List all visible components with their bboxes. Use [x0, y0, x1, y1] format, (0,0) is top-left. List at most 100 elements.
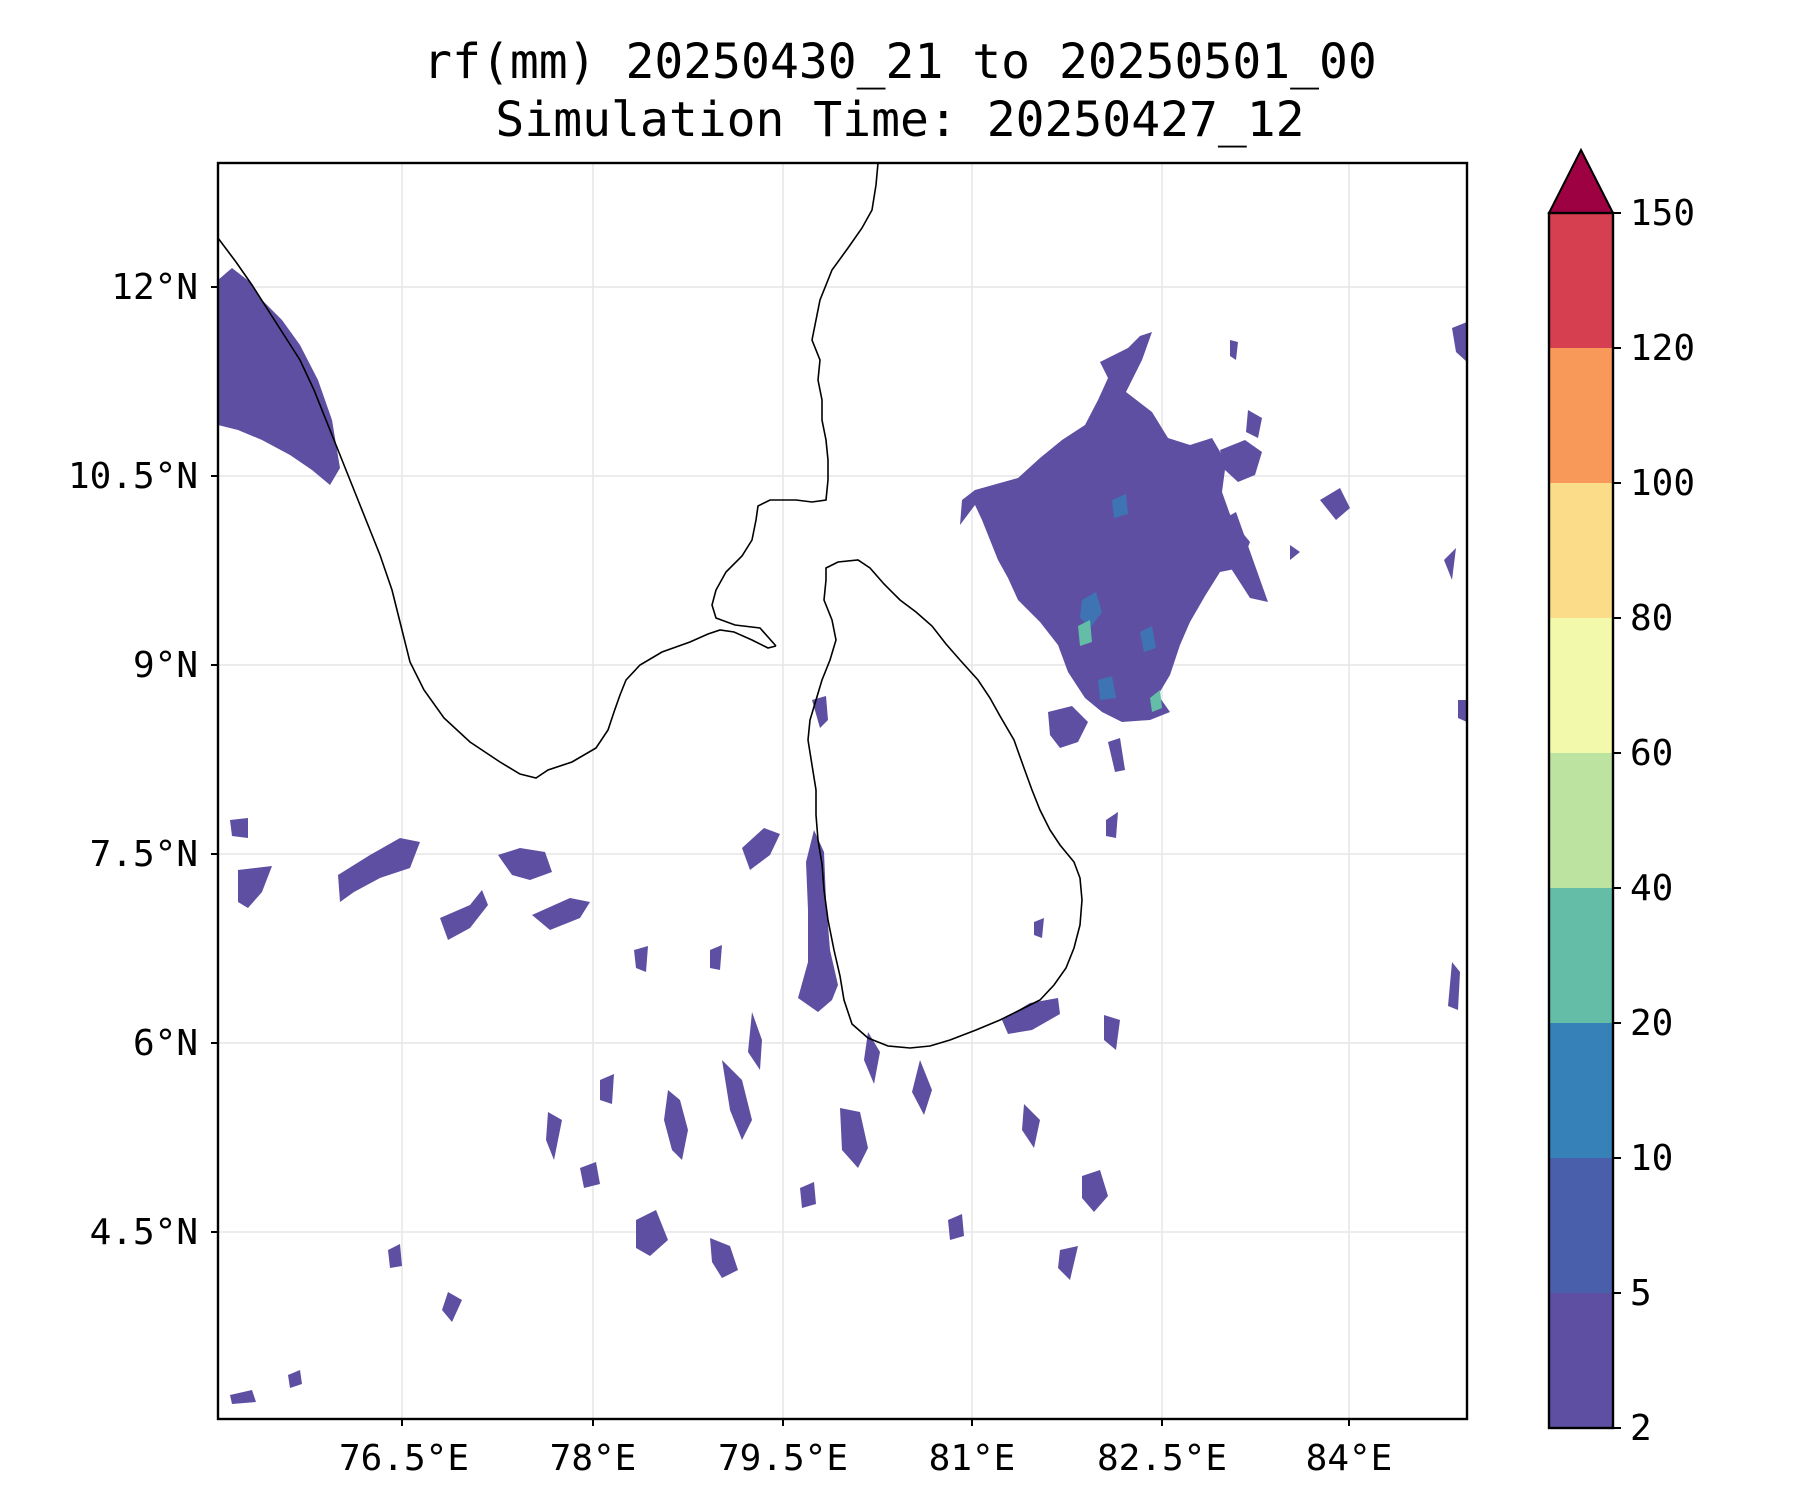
colorbar-label-8: 100 — [1630, 463, 1695, 504]
rain-patch-srilanka-west — [798, 830, 838, 1012]
rain-patch-east-12 — [1458, 700, 1467, 722]
rain-patch-s11 — [912, 1060, 932, 1115]
rain-patch-s18 — [580, 1162, 600, 1188]
lon-tick-label-3: 79.5°E — [718, 1438, 848, 1479]
rain-patch-east-11 — [1444, 548, 1456, 580]
rain-patch-east-6 — [1220, 440, 1262, 482]
colorbar-label-5: 40 — [1630, 868, 1673, 909]
colorbar-segment-7 — [1549, 483, 1613, 618]
colorbar-segment-1 — [1549, 1293, 1613, 1428]
rain-patch-s14 — [442, 1292, 462, 1322]
colorbar-label-3: 10 — [1630, 1138, 1673, 1179]
colorbar-segment-3 — [1549, 1023, 1613, 1158]
rain-patch-sw-band-2 — [338, 838, 420, 902]
lat-tick-labels: 12°N 10.5°N 9°N 7.5°N 6°N 4.5°N — [68, 267, 198, 1253]
colorbar-label-2: 5 — [1630, 1273, 1652, 1314]
lon-tick-label-1: 76.5°E — [339, 1438, 469, 1479]
rain-patch-s15 — [230, 1390, 256, 1404]
rain-patch-s16 — [288, 1370, 302, 1388]
lon-tick-labels: 76.5°E 78°E 79.5°E 81°E 82.5°E 84°E — [339, 1438, 1392, 1479]
map-gridlines — [218, 163, 1467, 1419]
rain-patch-s1 — [664, 1090, 688, 1160]
map-title-line2: Simulation Time: 20250427_12 — [495, 92, 1305, 148]
colorbar-segment-8 — [1549, 348, 1613, 483]
rain-patch-sw-band-4 — [532, 898, 590, 930]
lon-tick-label-5: 82.5°E — [1097, 1438, 1227, 1479]
rain-patch-sw-band-5 — [440, 890, 488, 940]
lon-tick-label-6: 84°E — [1306, 1438, 1393, 1479]
rain-core-4 — [1112, 494, 1128, 518]
colorbar: 2 5 10 20 40 60 80 100 120 150 — [1547, 147, 1695, 1449]
coastline-india-east — [711, 163, 879, 647]
rain-patch-west-coast — [218, 268, 340, 485]
rain-core-3 — [1140, 626, 1156, 652]
colorbar-segment-5 — [1549, 753, 1613, 888]
rain-patch-s24 — [948, 1214, 964, 1240]
rain-patch-s10 — [1104, 1015, 1120, 1050]
rain-patch-sw-band-6 — [742, 828, 780, 870]
rain-patch-s20 — [710, 945, 722, 970]
colorbar-label-7: 80 — [1630, 598, 1673, 639]
colorbar-label-10: 150 — [1630, 193, 1695, 234]
rain-patch-s9 — [1058, 1246, 1078, 1280]
rain-peak-1 — [1078, 620, 1092, 646]
rain-patch-s23 — [1106, 812, 1118, 838]
lat-tick-label-4: 7.5°N — [90, 834, 198, 875]
colorbar-label-9: 120 — [1630, 328, 1695, 369]
colorbar-segment-2 — [1549, 1158, 1613, 1293]
colorbar-label-6: 60 — [1630, 733, 1673, 774]
rain-patch-s17 — [600, 1074, 614, 1104]
rain-patch-s25 — [800, 1182, 816, 1208]
colorbar-segments — [1549, 213, 1613, 1428]
rain-patch-east-cluster — [960, 332, 1250, 722]
rainfall-field-peak — [1078, 620, 1162, 712]
rain-patch-east-2 — [1048, 706, 1088, 748]
colorbar-labels: 2 5 10 20 40 60 80 100 120 150 — [1630, 193, 1695, 1449]
map-frame — [216, 161, 1469, 1421]
lon-ticks — [401, 1419, 1350, 1426]
rain-patch-s12 — [1022, 1104, 1040, 1148]
rain-patch-s19 — [388, 1244, 402, 1268]
lat-tick-label-2: 10.5°N — [68, 456, 198, 497]
coastlines — [218, 163, 1083, 1049]
colorbar-ticks — [1613, 212, 1621, 1429]
rainfall-field — [218, 268, 1467, 1404]
map-title-line1: rf(mm) 20250430_21 to 20250501_00 — [423, 34, 1377, 90]
colorbar-segment-9 — [1549, 213, 1613, 348]
rain-patch-east-5 — [1320, 488, 1350, 520]
lat-ticks — [211, 286, 218, 1233]
rain-patch-east-10 — [1452, 322, 1467, 362]
coastline-srilanka — [807, 559, 1083, 1049]
rain-patch-s6 — [748, 1012, 762, 1070]
coastline-india-west — [218, 237, 777, 779]
colorbar-frame — [1547, 211, 1615, 1430]
rain-patch-s21 — [634, 946, 648, 972]
colorbar-label-4: 20 — [1630, 1003, 1673, 1044]
rain-patch-s7 — [546, 1112, 562, 1160]
rain-patch-srilanka-west-2 — [812, 696, 828, 728]
rain-patch-sw-band — [238, 866, 272, 908]
colorbar-segment-6 — [1549, 618, 1613, 753]
rain-core-1 — [1080, 592, 1102, 628]
rain-patch-east-3 — [1108, 738, 1125, 772]
lon-tick-label-4: 81°E — [929, 1438, 1016, 1479]
rain-patch-east-13 — [1448, 962, 1460, 1010]
rainfall-field-high — [1080, 494, 1156, 700]
rain-patch-east-9 — [1230, 340, 1238, 360]
rain-core-2 — [1098, 676, 1116, 700]
lat-tick-label-3: 9°N — [133, 645, 198, 686]
lon-tick-label-2: 78°E — [550, 1438, 637, 1479]
rain-patch-east-8 — [1290, 545, 1300, 560]
rain-patch-s2 — [840, 1108, 868, 1168]
rain-patch-east-4 — [1218, 512, 1268, 602]
lat-tick-label-5: 6°N — [133, 1023, 198, 1064]
lat-tick-label-6: 4.5°N — [90, 1212, 198, 1253]
colorbar-extend-arrow — [1547, 147, 1615, 214]
rain-patch-sw-band-3 — [498, 848, 552, 880]
rain-patch-s13 — [864, 1032, 880, 1084]
rain-patch-south-arc — [1002, 998, 1060, 1034]
rain-patch-east-7 — [1246, 410, 1262, 438]
rain-patch-s8 — [1082, 1170, 1108, 1212]
lat-tick-label-1: 12°N — [111, 267, 198, 308]
